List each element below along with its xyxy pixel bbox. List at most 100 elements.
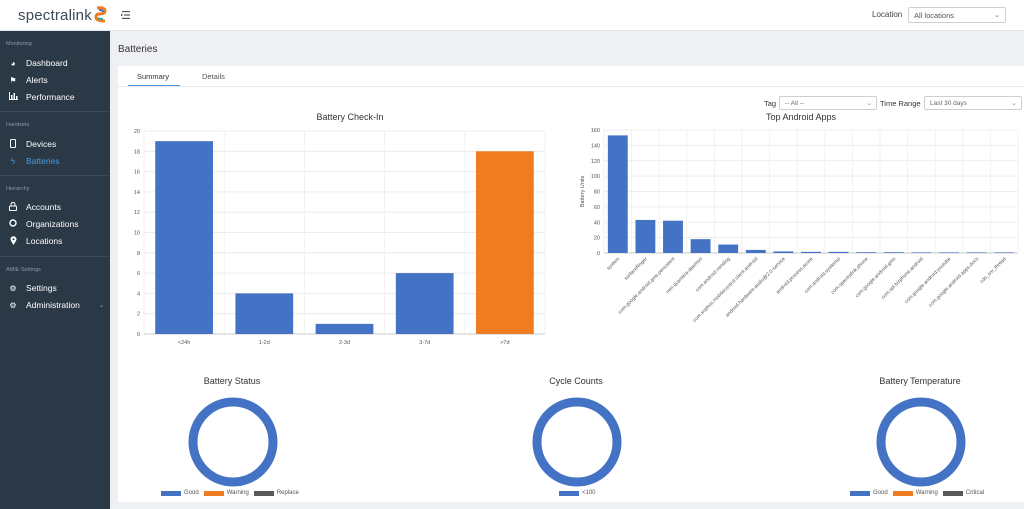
bar — [966, 252, 987, 253]
sidebar-section-amie-settings: AMIE Settings — [6, 267, 41, 273]
battery-temperature-donut — [876, 397, 966, 487]
sidebar-item-alerts[interactable]: ⚑ Alerts — [0, 72, 110, 88]
sidebar-item-locations[interactable]: Locations — [0, 233, 110, 249]
x-tick-label: 1-2d — [259, 340, 270, 346]
battery-status-legend: Good Warning Replace — [161, 490, 304, 496]
time-range-select[interactable]: Last 30 days ⌄ — [924, 96, 1022, 110]
x-tick-label: 2-3d — [339, 340, 350, 346]
spectralink-logo[interactable]: spectralink — [18, 6, 108, 24]
legend-label: <100 — [582, 490, 596, 496]
top-android-apps-title: Top Android Apps — [765, 112, 837, 122]
donut-slice — [188, 397, 278, 487]
bar — [718, 244, 739, 253]
cycle-counts-legend: <100 — [559, 490, 601, 496]
legend-label: Warning — [915, 490, 938, 496]
sidebar-divider — [0, 111, 110, 112]
x-tick-label: com.google.android.apps.docs — [928, 256, 981, 309]
sidebar-item-accounts[interactable]: Accounts — [0, 199, 110, 215]
x-tick-label: surfaceflinger — [623, 256, 649, 282]
y-tick-label: 120 — [591, 159, 600, 165]
sidebar-item-performance[interactable]: Performance — [0, 89, 110, 105]
top-bar: spectralink Location All locations ⌄ — [0, 0, 1024, 31]
y-tick-label: 40 — [594, 220, 600, 226]
time-range-label: Time Range — [880, 99, 921, 108]
y-tick-label: 80 — [594, 190, 600, 196]
sidebar-section-hierarchy: Hierarchy — [6, 186, 30, 192]
tab-divider — [118, 86, 1024, 87]
location-select[interactable]: All locations ⌄ — [908, 7, 1006, 23]
y-tick-label: 140 — [591, 143, 600, 149]
top-android-apps-chart: 0 20 40 60 80 100 120 140 160 system surfaceflinge… — [580, 128, 1019, 324]
legend-label: Good — [873, 490, 888, 496]
tab-details[interactable]: Details — [202, 72, 225, 81]
tag-filter-value: -- All -- — [785, 100, 805, 107]
battery-checkin-title: Battery Check-In — [316, 112, 384, 122]
sidebar-item-devices[interactable]: Devices — [0, 136, 110, 152]
y-tick-label: 4 — [137, 291, 140, 297]
sidebar-item-label: Batteries — [26, 156, 60, 166]
sidebar-item-settings[interactable]: ⚙ Settings — [0, 280, 110, 296]
logo-mark-icon — [94, 6, 107, 23]
bar — [856, 252, 877, 253]
x-tick-label: android.hardware.audio@2.0-service — [725, 256, 787, 318]
cycle-counts-donut — [532, 397, 622, 487]
legend-swatch — [892, 490, 913, 496]
bar — [773, 251, 794, 253]
battery-checkin-chart: 0 2 4 6 8 10 12 14 16 18 20 <24h 1-2d 2-3d 3-7d >7d — [134, 129, 546, 346]
location-select-value: All locations — [914, 11, 955, 20]
chevron-down-icon: ⌄ — [98, 302, 104, 309]
sidebar-item-organizations[interactable]: Organizations — [0, 216, 110, 232]
y-tick-label: 6 — [137, 271, 140, 277]
sidebar-section-monitoring: Monitoring — [6, 41, 32, 47]
main-panel: Summary Details Tag -- All -- ⌄ Time Ran… — [118, 66, 1024, 502]
bar — [801, 251, 821, 253]
bar — [607, 135, 628, 253]
bar-chart-icon — [6, 92, 20, 102]
bar — [939, 252, 959, 253]
bar — [745, 249, 766, 253]
y-tick-label: 2 — [137, 312, 140, 318]
gears-icon: ⚙ — [9, 300, 17, 310]
y-tick-label: 10 — [134, 231, 140, 237]
sidebar-item-label: Dashboard — [26, 58, 68, 68]
bar — [828, 251, 849, 253]
donut-slice — [532, 397, 622, 487]
flag-icon: ⚑ — [9, 75, 17, 85]
y-tick-label: 160 — [591, 128, 600, 134]
tab-summary[interactable]: Summary — [137, 72, 170, 81]
legend-entry-critical[interactable]: Critical — [942, 490, 984, 496]
legend-entry-replace[interactable]: Replace — [253, 490, 299, 496]
x-tick-label: com.google.android.youtube — [904, 256, 953, 305]
legend-entry-warning[interactable]: Warning — [892, 490, 938, 496]
sidebar-item-label: Performance — [26, 92, 75, 102]
legend-entry-good[interactable]: Good — [161, 490, 199, 496]
sidebar-item-administration[interactable]: ⚙ Administration ⌄ — [0, 297, 110, 313]
bar — [690, 239, 711, 253]
bar — [155, 141, 213, 334]
battery-status-donut — [188, 397, 278, 487]
bar — [395, 273, 454, 334]
legend-swatch — [253, 490, 274, 496]
y-tick-label: 12 — [134, 210, 140, 216]
legend-swatch — [203, 490, 224, 496]
legend-entry-under-100[interactable]: <100 — [559, 490, 596, 496]
x-tick-label: >7d — [500, 340, 509, 346]
legend-entry-good[interactable]: Good — [850, 490, 888, 496]
y-tick-label: 14 — [134, 190, 140, 196]
y-tick-label: 0 — [137, 332, 140, 338]
legend-entry-warning[interactable]: Warning — [203, 490, 249, 496]
y-tick-label: 20 — [594, 236, 600, 242]
sidebar-divider — [0, 175, 110, 176]
menu-toggle-icon[interactable] — [120, 9, 132, 21]
y-axis-label: Battery Units — [580, 176, 586, 208]
gauge-icon: ◕ — [10, 58, 16, 68]
chevron-down-icon: ⌄ — [866, 100, 872, 107]
bar — [883, 252, 904, 253]
sidebar-item-batteries[interactable]: ϟ Batteries — [0, 153, 110, 169]
cycle-counts-title: Cycle Counts — [549, 376, 603, 386]
sidebar-item-dashboard[interactable]: ◕ Dashboard — [0, 55, 110, 71]
tag-filter-select[interactable]: -- All -- ⌄ — [779, 96, 877, 110]
sidebar-section-handsets: Handsets — [6, 122, 30, 128]
location-label: Location — [872, 10, 903, 19]
legend-swatch — [942, 490, 963, 496]
